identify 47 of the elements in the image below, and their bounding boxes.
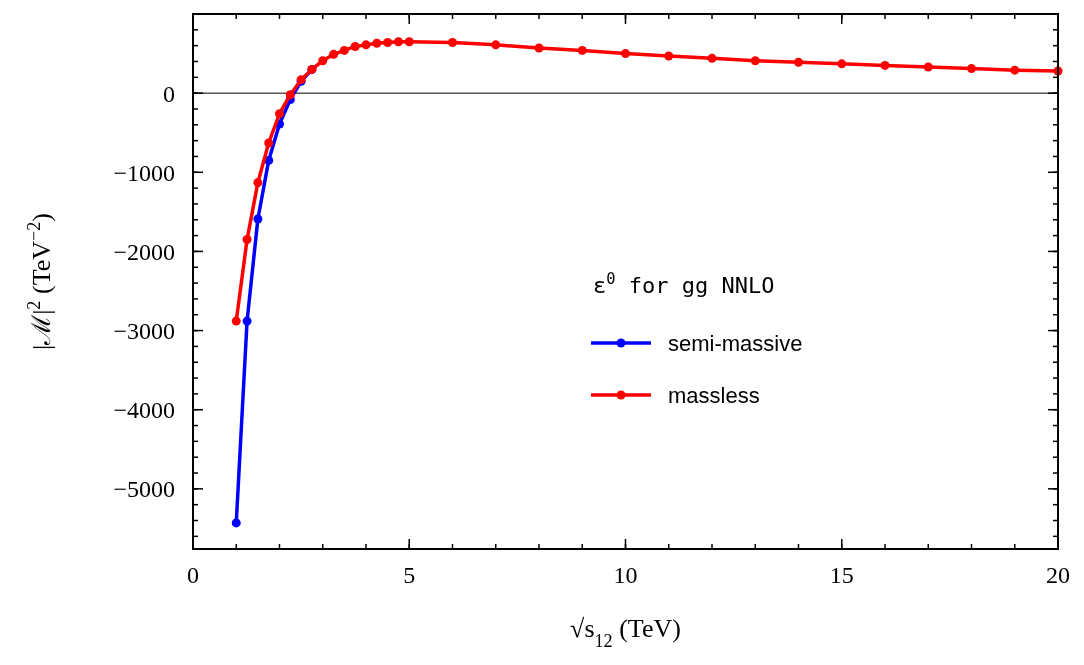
x-tick-label: 15: [829, 562, 854, 588]
point: [339, 45, 349, 55]
point: [242, 235, 252, 245]
point: [253, 214, 263, 224]
point: [621, 49, 630, 59]
legend-label: massless: [668, 382, 760, 408]
point: [393, 37, 403, 47]
point: [707, 53, 717, 63]
y-tick-label: −3000: [113, 317, 175, 344]
x-tick-label: 5: [403, 562, 416, 588]
y-tick-label: −4000: [113, 397, 175, 424]
point: [1010, 65, 1020, 75]
y-tick-label: −1000: [113, 159, 175, 186]
point: [264, 138, 274, 148]
y-tick-label: 0: [163, 80, 175, 107]
x-tick-label: 10: [613, 562, 638, 588]
x-tick-label: 20: [1046, 562, 1070, 588]
point: [837, 59, 847, 69]
point: [404, 37, 414, 47]
point: [285, 90, 295, 100]
point: [318, 56, 328, 66]
point: [880, 60, 890, 70]
point: [231, 316, 241, 326]
y-tick-label: −5000: [113, 476, 175, 503]
legend-label: semi-massive: [668, 330, 803, 356]
point: [577, 45, 587, 55]
point: [231, 518, 241, 528]
point: [967, 64, 976, 74]
point: [253, 178, 263, 188]
x-tick-label: 0: [187, 562, 199, 588]
point: [448, 37, 457, 47]
point: [242, 316, 252, 326]
point: [923, 62, 933, 72]
point: [534, 43, 544, 53]
y-tick-label: −2000: [113, 238, 175, 265]
x-axis-title: √s$_{12}$ (TeV): [570, 614, 681, 651]
point: [372, 38, 382, 48]
point: [664, 51, 674, 61]
point: [361, 40, 371, 50]
legend-title: ε$^{0}$ for gg NNLO: [593, 270, 775, 298]
point: [329, 49, 339, 59]
point: [275, 109, 284, 119]
point: [383, 37, 393, 47]
point: [491, 40, 501, 50]
point: [750, 56, 760, 66]
point: [794, 57, 803, 67]
point: [350, 41, 360, 51]
